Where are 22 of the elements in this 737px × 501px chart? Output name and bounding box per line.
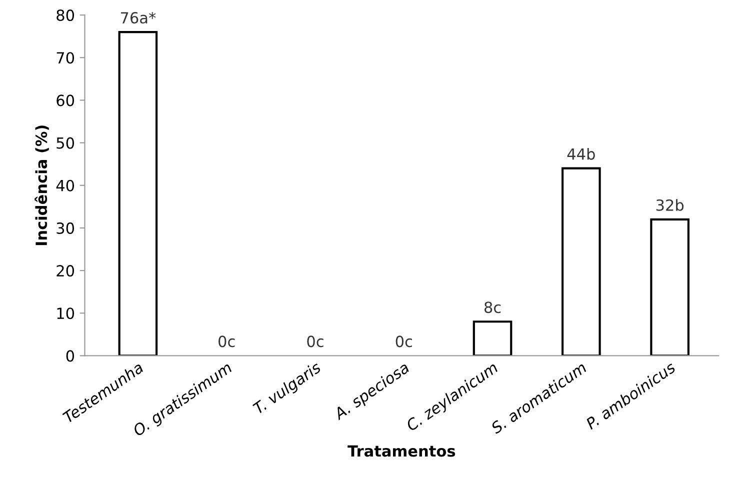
y-tick-label: 80 bbox=[56, 9, 74, 22]
y-tick-label: 40 bbox=[56, 180, 74, 192]
bar bbox=[118, 31, 158, 356]
x-axis-title: Tratamentos bbox=[348, 445, 456, 457]
y-tick-label: 10 bbox=[57, 308, 74, 320]
y-tick-label: 60 bbox=[56, 94, 74, 106]
data-label: 44b bbox=[567, 148, 595, 160]
y-tick-label: 0 bbox=[66, 350, 74, 362]
bar bbox=[562, 167, 601, 356]
y-tick-label: 30 bbox=[56, 222, 74, 234]
data-label: 0c bbox=[218, 336, 235, 348]
y-tick-label: 70 bbox=[56, 52, 74, 64]
data-label: 0c bbox=[396, 336, 412, 348]
data-label: 76a* bbox=[120, 12, 156, 24]
y-tick-label: 20 bbox=[56, 265, 74, 277]
data-label: 8c bbox=[484, 302, 501, 314]
data-label: 0c bbox=[307, 336, 324, 348]
y-tick-label: 50 bbox=[56, 137, 74, 149]
y-axis-title: Incidência (%) bbox=[34, 126, 49, 246]
bar bbox=[650, 218, 690, 356]
data-label: 32b bbox=[656, 199, 684, 211]
bar bbox=[472, 320, 512, 356]
